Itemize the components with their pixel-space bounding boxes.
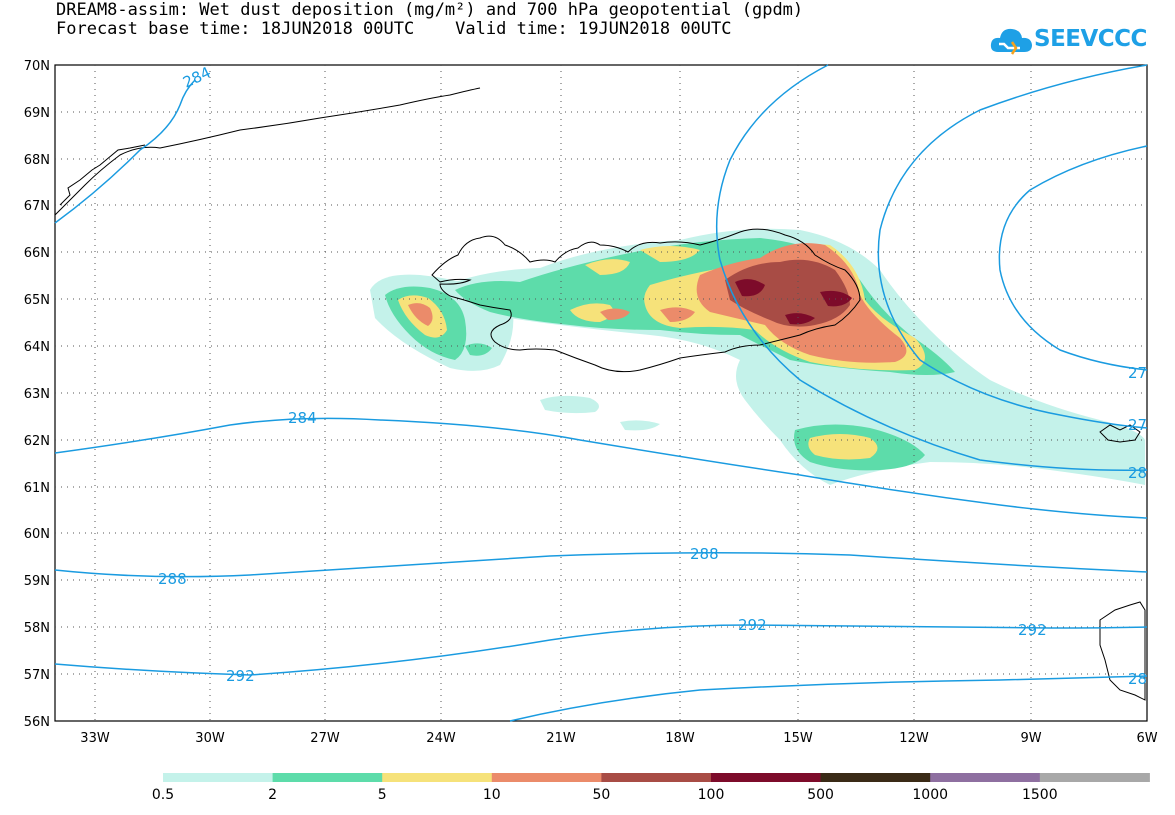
legend-swatch <box>820 773 931 782</box>
contour-284-north <box>54 79 196 224</box>
legend-label: 1500 <box>1022 787 1058 803</box>
greenland-coast <box>54 87 481 216</box>
dust-area-5 <box>585 259 630 275</box>
iceland-coast <box>431 228 861 373</box>
contour-label: 288 <box>690 545 719 563</box>
legend-swatch <box>601 773 712 782</box>
legend-label: 1000 <box>912 787 948 803</box>
lat-label: 65N <box>24 293 50 308</box>
contour-label: 284 <box>180 63 214 91</box>
cloud-logo-icon <box>990 28 1032 55</box>
scotland-coast <box>1099 601 1146 701</box>
dust-area-5 <box>808 434 878 460</box>
contour-east-3 <box>998 145 1148 371</box>
longitude-labels: 33W 30W 27W 24W 21W 18W 15W 12W 9W 6W <box>80 731 1157 746</box>
contour-288 <box>54 551 1148 578</box>
lat-label: 60N <box>24 527 50 542</box>
contour-284 <box>54 417 1148 519</box>
legend-label: 0.5 <box>152 787 174 803</box>
lon-label: 21W <box>546 731 576 746</box>
contour-292-south <box>509 675 1148 722</box>
contour-labels: 284 284 288 288 292 292 292 27 27 28 28 <box>158 63 1147 688</box>
legend-swatch <box>930 773 1041 782</box>
legend-label: 50 <box>592 787 610 803</box>
contour-label: 28 <box>1128 670 1147 688</box>
contour-label: 27 <box>1128 364 1147 382</box>
legend-swatch <box>382 773 493 782</box>
contour-292 <box>54 624 1148 676</box>
lat-label: 57N <box>24 668 50 683</box>
contour-label: 292 <box>1018 621 1047 639</box>
dust-area-50 <box>725 259 850 327</box>
legend-label: 500 <box>807 787 834 803</box>
lon-label: 30W <box>195 731 225 746</box>
contour-east-1 <box>715 64 1148 472</box>
lat-label: 62N <box>24 434 50 449</box>
contour-label: 288 <box>158 570 187 588</box>
coastlines <box>54 87 1146 701</box>
lat-label: 58N <box>24 621 50 636</box>
lat-label: 68N <box>24 153 50 168</box>
contour-label: 27 <box>1128 416 1147 434</box>
dust-area-0.5 <box>620 420 660 431</box>
dust-area-10 <box>660 307 695 322</box>
lon-label: 6W <box>1136 731 1157 746</box>
legend-swatch <box>272 773 383 782</box>
latitude-labels: 70N 69N 68N 67N 66N 65N 64N 63N 62N 61N … <box>24 59 50 730</box>
legend-label: 10 <box>483 787 501 803</box>
lon-label: 27W <box>310 731 340 746</box>
lon-label: 33W <box>80 731 110 746</box>
dust-area-0.5 <box>540 395 599 414</box>
contour-label: 292 <box>738 616 767 634</box>
gridlines <box>55 65 1147 721</box>
dust-area-100 <box>735 279 765 297</box>
lon-label: 15W <box>783 731 813 746</box>
contour-east-2 <box>877 64 1148 429</box>
contour-label: 28 <box>1128 464 1147 482</box>
legend-label: 100 <box>698 787 725 803</box>
dust-area-100 <box>785 313 815 325</box>
greenland-coast-detail <box>59 144 146 206</box>
contour-label: 292 <box>226 667 255 685</box>
lon-label: 24W <box>426 731 456 746</box>
dust-area-5 <box>640 246 700 262</box>
legend-swatch <box>1039 773 1150 782</box>
lat-label: 59N <box>24 574 50 589</box>
lat-label: 63N <box>24 387 50 402</box>
lat-label: 61N <box>24 481 50 496</box>
geopotential-contours <box>54 64 1148 722</box>
dust-area-10 <box>600 308 630 320</box>
lat-label: 70N <box>24 59 50 74</box>
faroe-coast <box>1099 424 1141 443</box>
legend-swatch <box>163 773 274 782</box>
map-title: DREAM8-assim: Wet dust deposition (mg/m²… <box>56 0 804 20</box>
legend-label: 5 <box>378 787 387 803</box>
lon-label: 9W <box>1020 731 1041 746</box>
lon-label: 12W <box>899 731 929 746</box>
logo-text: SEEVCCC <box>1034 26 1147 52</box>
dust-area-2 <box>465 343 492 356</box>
lat-label: 66N <box>24 246 50 261</box>
lat-label: 56N <box>24 715 50 730</box>
lat-label: 69N <box>24 106 50 121</box>
lon-label: 18W <box>665 731 695 746</box>
color-legend: 0.5 2 5 10 50 100 500 1000 1500 <box>152 773 1150 803</box>
legend-label: 2 <box>268 787 277 803</box>
dust-deposition-field <box>370 228 1145 485</box>
lat-label: 67N <box>24 199 50 214</box>
dust-area-10 <box>408 303 433 326</box>
seevccc-logo: SEEVCCC <box>990 22 1147 58</box>
legend-swatch <box>711 773 822 782</box>
dust-area-5 <box>570 303 614 322</box>
lat-label: 64N <box>24 340 50 355</box>
map-subtitle-times: Forecast base time: 18JUN2018 00UTC Vali… <box>56 19 732 39</box>
contour-label: 284 <box>288 409 317 427</box>
legend-swatch <box>491 773 602 782</box>
